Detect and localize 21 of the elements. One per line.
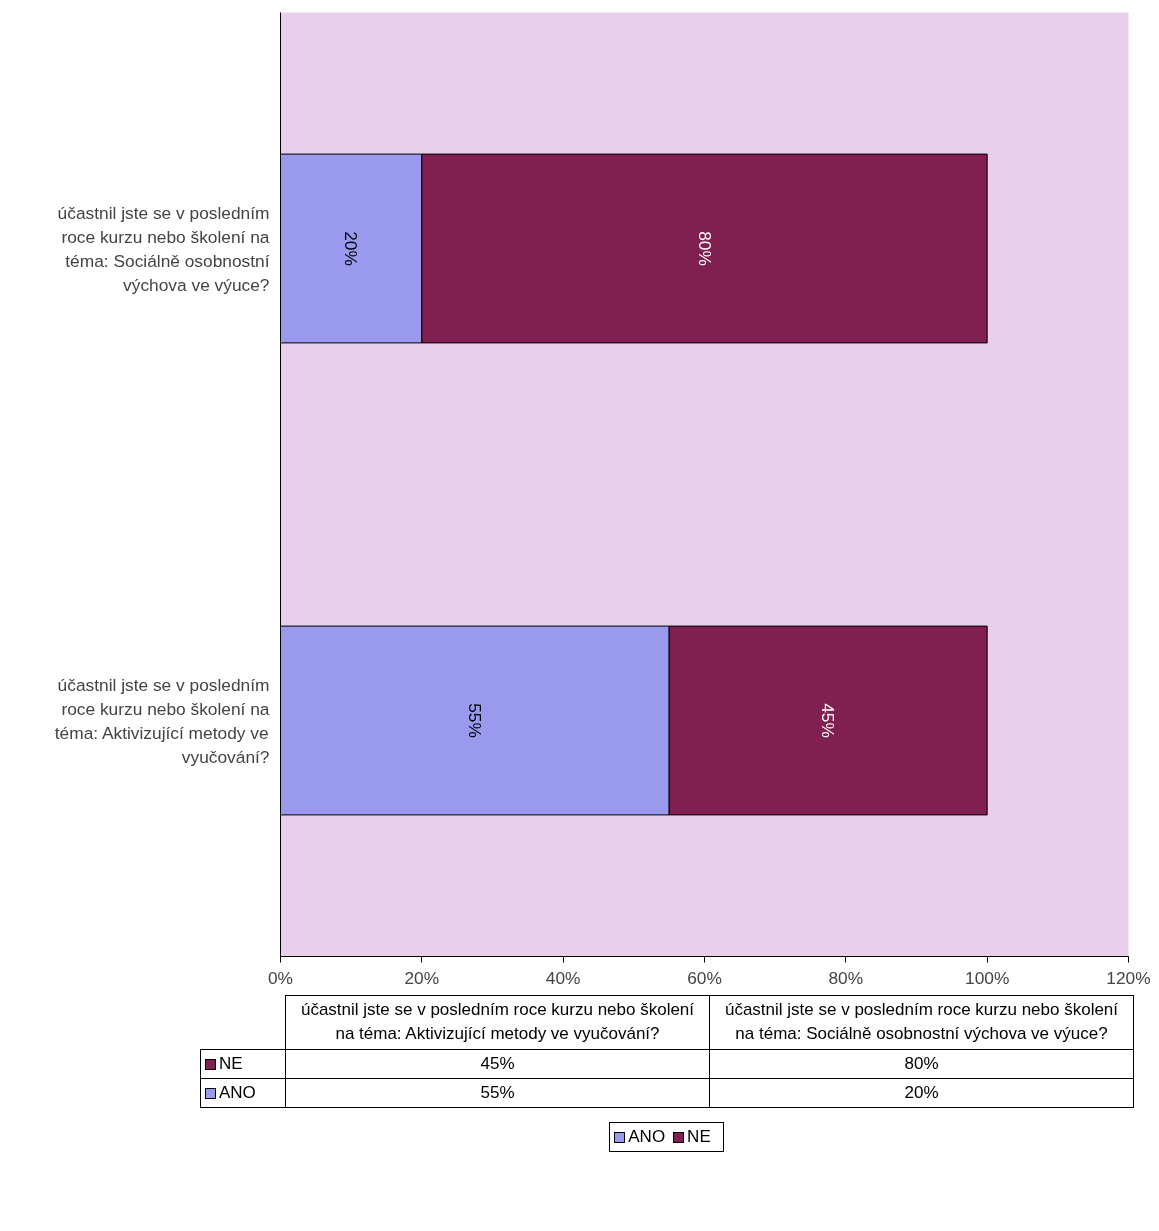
x-tick-label: 40% <box>545 967 581 988</box>
x-tick-label: 60% <box>687 967 722 988</box>
x-tick-label: 0% <box>267 967 294 988</box>
x-tick-label: 20% <box>404 967 440 988</box>
data-label: 80% <box>694 231 715 266</box>
text: 55% <box>480 1082 515 1102</box>
x-tick-label: 100% <box>965 967 1010 988</box>
data-label: 55% <box>464 703 485 738</box>
text: 45% <box>480 1053 515 1073</box>
text: 80% <box>904 1053 939 1073</box>
x-tick-label: 120% <box>1106 967 1151 988</box>
text: 20% <box>904 1082 939 1102</box>
text: NE <box>687 1127 711 1147</box>
category-label: účastnil jste se v posledním roce kurzu nebo školení na téma: Sociálně osobnostní výchova ve výuce? <box>724 1000 1119 1044</box>
text: ANO <box>628 1127 666 1147</box>
legend-label: ANO <box>200 1078 286 1108</box>
x-tick-label: 80% <box>828 967 864 988</box>
category-label: účastnil jste se v posledním roce kurzu nebo školení na téma: Aktivizující metody ve vyučování? <box>300 1000 695 1044</box>
legend-label: NE <box>200 1049 286 1079</box>
data-label: 45% <box>818 703 839 738</box>
data-label: 20% <box>341 231 362 266</box>
